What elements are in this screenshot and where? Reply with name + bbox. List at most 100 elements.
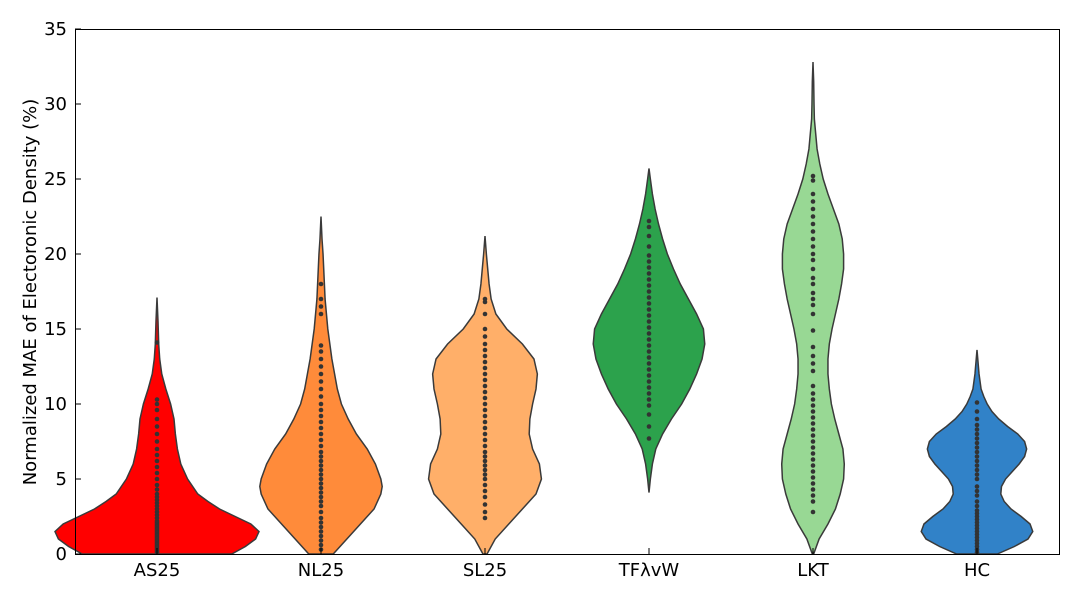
data-point — [318, 515, 324, 521]
data-point — [646, 244, 652, 249]
data-point — [810, 178, 816, 183]
data-point — [810, 296, 816, 302]
data-point — [646, 265, 652, 270]
data-point — [810, 463, 816, 468]
data-point — [646, 224, 652, 230]
data-point — [482, 401, 488, 407]
data-point — [482, 389, 488, 395]
data-point — [810, 415, 816, 420]
data-point — [318, 467, 324, 473]
data-point — [482, 463, 488, 468]
data-point — [318, 463, 324, 468]
data-point — [482, 377, 488, 383]
data-point — [482, 311, 488, 317]
data-point — [974, 440, 980, 446]
data-point — [646, 253, 652, 258]
data-point — [974, 400, 980, 405]
data-point — [482, 326, 488, 332]
data-point — [482, 488, 488, 494]
violin-LKT — [780, 61, 846, 555]
data-point — [810, 221, 816, 227]
data-point — [974, 472, 980, 477]
data-point — [810, 302, 816, 308]
violin-NL25 — [259, 216, 383, 555]
data-point — [646, 424, 652, 429]
data-point — [810, 206, 816, 212]
data-point — [646, 233, 652, 239]
data-point — [974, 454, 980, 459]
data-point — [974, 493, 980, 498]
data-point — [482, 467, 488, 473]
data-point — [482, 502, 488, 507]
data-point — [810, 275, 816, 281]
data-point — [646, 218, 652, 224]
data-point — [154, 431, 160, 437]
data-point — [318, 394, 324, 399]
data-point — [646, 331, 652, 336]
data-point — [646, 367, 652, 372]
data-point — [810, 173, 816, 179]
x-tick-label: SL25 — [463, 560, 507, 581]
data-point — [154, 470, 160, 476]
data-point — [810, 403, 816, 408]
data-point — [646, 391, 652, 396]
data-point — [318, 296, 324, 302]
data-point — [810, 199, 816, 204]
violins-group — [54, 61, 1034, 555]
data-point — [810, 427, 816, 432]
data-point — [646, 355, 652, 360]
data-point — [482, 407, 488, 413]
data-point — [154, 446, 160, 452]
data-point — [318, 343, 324, 348]
data-point — [810, 475, 816, 480]
data-point — [646, 295, 652, 300]
data-point — [154, 407, 160, 413]
data-point — [154, 491, 160, 497]
y-tick-label: 20 — [44, 244, 67, 265]
data-point — [646, 403, 652, 408]
data-point — [646, 343, 652, 348]
data-point — [974, 488, 980, 494]
data-point — [482, 443, 488, 449]
data-point — [810, 451, 816, 456]
data-point — [482, 371, 488, 377]
data-point — [810, 433, 816, 438]
data-point — [646, 259, 652, 264]
x-tick-label: HC — [964, 560, 990, 581]
data-point — [318, 281, 324, 287]
data-point — [318, 304, 324, 309]
data-point — [646, 277, 652, 282]
data-point — [810, 214, 816, 219]
data-point — [482, 472, 488, 477]
data-point — [810, 509, 816, 515]
data-point — [318, 364, 324, 369]
data-point — [810, 487, 816, 492]
data-point — [482, 509, 488, 515]
data-point — [810, 409, 816, 414]
data-point — [646, 397, 652, 402]
data-point — [974, 422, 980, 428]
data-point — [482, 431, 488, 437]
data-point — [974, 499, 980, 504]
data-point — [482, 482, 488, 488]
data-point — [974, 431, 980, 437]
data-point — [810, 391, 816, 396]
data-point — [482, 296, 488, 302]
data-point — [154, 439, 160, 444]
data-point — [810, 244, 816, 249]
data-point — [318, 533, 324, 539]
data-point — [646, 436, 652, 441]
data-point — [810, 290, 816, 296]
data-point — [318, 481, 324, 486]
data-point — [482, 359, 488, 365]
data-point — [974, 427, 980, 432]
data-point — [318, 431, 324, 437]
data-point — [974, 508, 980, 513]
data-point — [646, 301, 652, 306]
data-point — [974, 449, 980, 455]
y-tick-label: 35 — [44, 19, 67, 40]
data-point — [482, 383, 488, 389]
data-point — [646, 361, 652, 366]
data-point — [482, 341, 488, 347]
